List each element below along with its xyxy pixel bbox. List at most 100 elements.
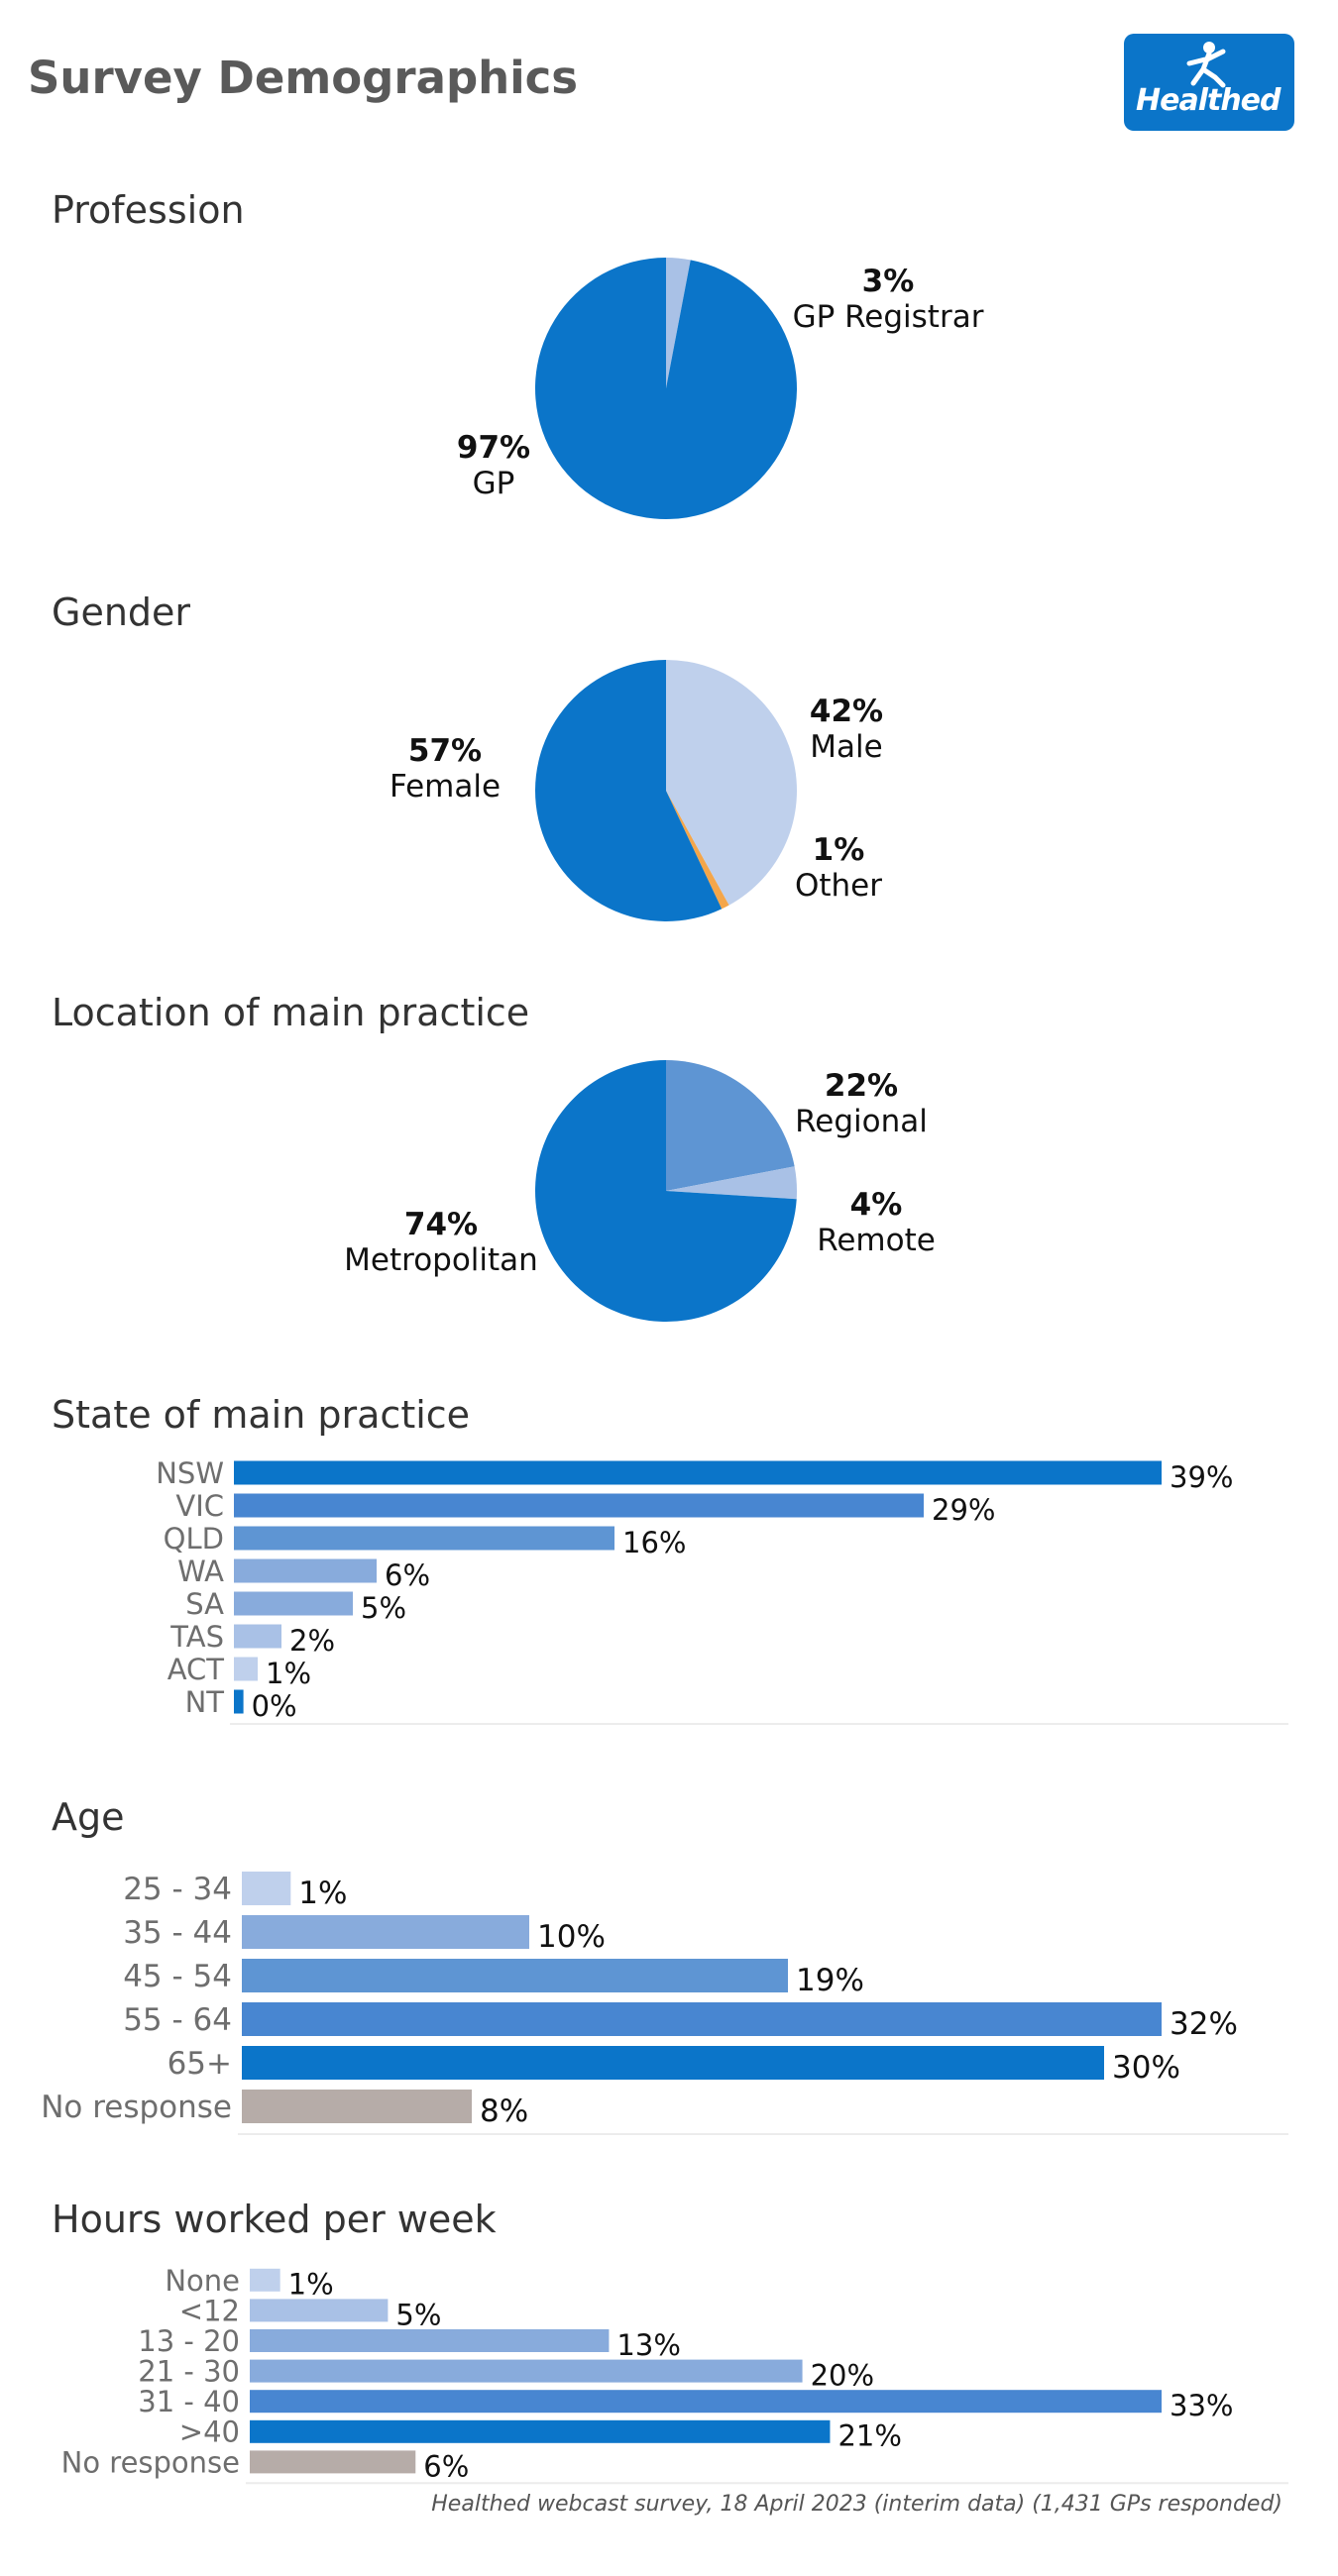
pie-slice-female (535, 660, 723, 921)
bar-value-label: 5% (361, 1591, 406, 1625)
pie-value-label: 74% (403, 1207, 479, 1242)
pie-slice-metropolitan (535, 1060, 797, 1322)
bar-value-label: 16% (622, 1526, 686, 1559)
healthed-logo: Healthed (1124, 34, 1294, 131)
pie-category-label: GP Registrar (792, 299, 984, 335)
pie-value-label: 1% (812, 832, 865, 868)
bar-value-label: 29% (932, 1493, 995, 1527)
bar-act (234, 1657, 258, 1681)
pie-slice-other (666, 791, 729, 910)
gender-title: Gender (52, 590, 191, 634)
pie-label-other: 1% Other (779, 832, 898, 904)
bar-55-64 (242, 2002, 1162, 2036)
bar-21-30 (250, 2359, 803, 2383)
bar-value-label: 21% (837, 2419, 901, 2453)
bar-category-label: NSW (156, 1456, 224, 1490)
bar-value-label: 33% (1170, 2389, 1233, 2422)
bar-category-label: 25 - 34 (123, 1872, 232, 1907)
bar-no-response (242, 2090, 472, 2123)
pie-label-metropolitan: 74% Metropolitan (337, 1207, 545, 1278)
bar-wa (234, 1558, 377, 1583)
runner-icon (1186, 42, 1226, 88)
age-bar-chart: 25 - 34 1% 35 - 44 10% 45 - 54 19% 55 - 64 32% 6… (41, 1872, 1288, 2135)
bar-category-label: No response (61, 2445, 240, 2479)
bar-category-label: 55 - 64 (123, 2002, 232, 2038)
pie-category-label: Other (794, 868, 883, 904)
bar-category-label: <12 (179, 2294, 240, 2327)
pie-label-female: 57% Female (381, 733, 509, 805)
bar-category-label: No response (41, 2090, 232, 2125)
bar-35-44 (242, 1915, 529, 1949)
pie-category-label: Metropolitan (344, 1242, 538, 1278)
bar-value-label: 32% (1170, 2006, 1238, 2042)
gender-pie (535, 660, 798, 921)
pie-category-label: Male (810, 729, 883, 765)
location-title: Location of main practice (52, 991, 530, 1034)
bar-12 (250, 2299, 389, 2322)
pie-category-label: Female (389, 769, 502, 805)
bar-value-label: 0% (252, 1689, 297, 1723)
pie-category-label: GP (472, 466, 515, 501)
pie-label-regional: 22% Regional (787, 1068, 936, 1139)
bar-category-label: WA (177, 1555, 224, 1588)
pie-label-gp: 97% GP (434, 430, 553, 501)
pie-category-label: Remote (817, 1223, 936, 1258)
pie-slice-remote (666, 1166, 797, 1200)
hours-bar-chart: None 1% <12 5% 13 - 20 13% 21 - 30 20% 31 - 40 33… (61, 2264, 1288, 2485)
hours-title: Hours worked per week (52, 2198, 497, 2241)
bar-value-label: 5% (395, 2298, 441, 2331)
bar-value-label: 1% (266, 1657, 311, 1690)
pie-slice-regional (666, 1060, 795, 1191)
pie-label-remote: 4% Remote (807, 1187, 946, 1258)
bar-category-label: QLD (164, 1522, 224, 1556)
bar-category-label: 21 - 30 (138, 2355, 240, 2389)
bar-category-label: 45 - 54 (123, 1959, 232, 1994)
page-title: Survey Demographics (28, 52, 579, 104)
bar-category-label: 35 - 44 (123, 1915, 232, 1951)
bar-value-label: 20% (811, 2359, 874, 2393)
bar-vic (234, 1493, 924, 1518)
bar-category-label: NT (185, 1685, 225, 1719)
bar-value-label: 8% (480, 2093, 528, 2129)
pie-value-label: 57% (407, 733, 483, 769)
pie-value-label: 97% (456, 430, 531, 466)
bar-none (250, 2268, 280, 2292)
bar-13-20 (250, 2329, 610, 2352)
pie-slice-gp (535, 258, 797, 519)
bar-value-label: 30% (1112, 2050, 1180, 2086)
bar-category-label: VIC (175, 1489, 224, 1523)
bar-nt (234, 1689, 244, 1714)
pie-value-label: 4% (849, 1187, 903, 1223)
location-pie (535, 1060, 797, 1322)
bar-qld (234, 1526, 614, 1551)
age-title: Age (52, 1795, 125, 1839)
bar-category-label: ACT (167, 1653, 225, 1686)
pie-value-label: 22% (824, 1068, 899, 1104)
bar-category-label: None (165, 2264, 240, 2298)
bar-value-label: 6% (385, 1558, 430, 1592)
bar-value-label: 1% (288, 2268, 334, 2302)
pie-slice-gp-registrar (666, 258, 691, 388)
state-bar-chart: NSW 39% VIC 29% QLD 16% WA 6% SA 5% TAS 2% ACT 1% NT 0% (156, 1456, 1288, 1725)
logo-wordmark: Healthed (1136, 83, 1282, 118)
footer-source-note: Healthed webcast survey, 18 April 2023 (… (431, 2492, 1282, 2517)
bar-tas (234, 1624, 281, 1649)
bar-category-label: SA (185, 1587, 224, 1621)
bar-no-response (250, 2450, 416, 2474)
bar-40 (250, 2419, 831, 2443)
pie-label-male: 42% Male (787, 694, 906, 765)
bar-25-34 (242, 1872, 291, 1905)
bar-category-label: 31 - 40 (138, 2385, 240, 2418)
bar-nsw (234, 1460, 1162, 1485)
pie-value-label: 3% (861, 264, 915, 299)
pie-label-gp-registrar: 3% GP Registrar (789, 264, 987, 335)
bar-value-label: 10% (537, 1919, 606, 1955)
bar-category-label: 65+ (167, 2046, 232, 2082)
bar-value-label: 19% (796, 1963, 864, 1998)
bar-sa (234, 1591, 353, 1616)
pie-value-label: 42% (809, 694, 884, 729)
bar-value-label: 39% (1170, 1460, 1233, 1494)
bar-value-label: 6% (423, 2449, 469, 2483)
bar-31-40 (250, 2390, 1162, 2414)
profession-title: Profession (52, 188, 245, 232)
